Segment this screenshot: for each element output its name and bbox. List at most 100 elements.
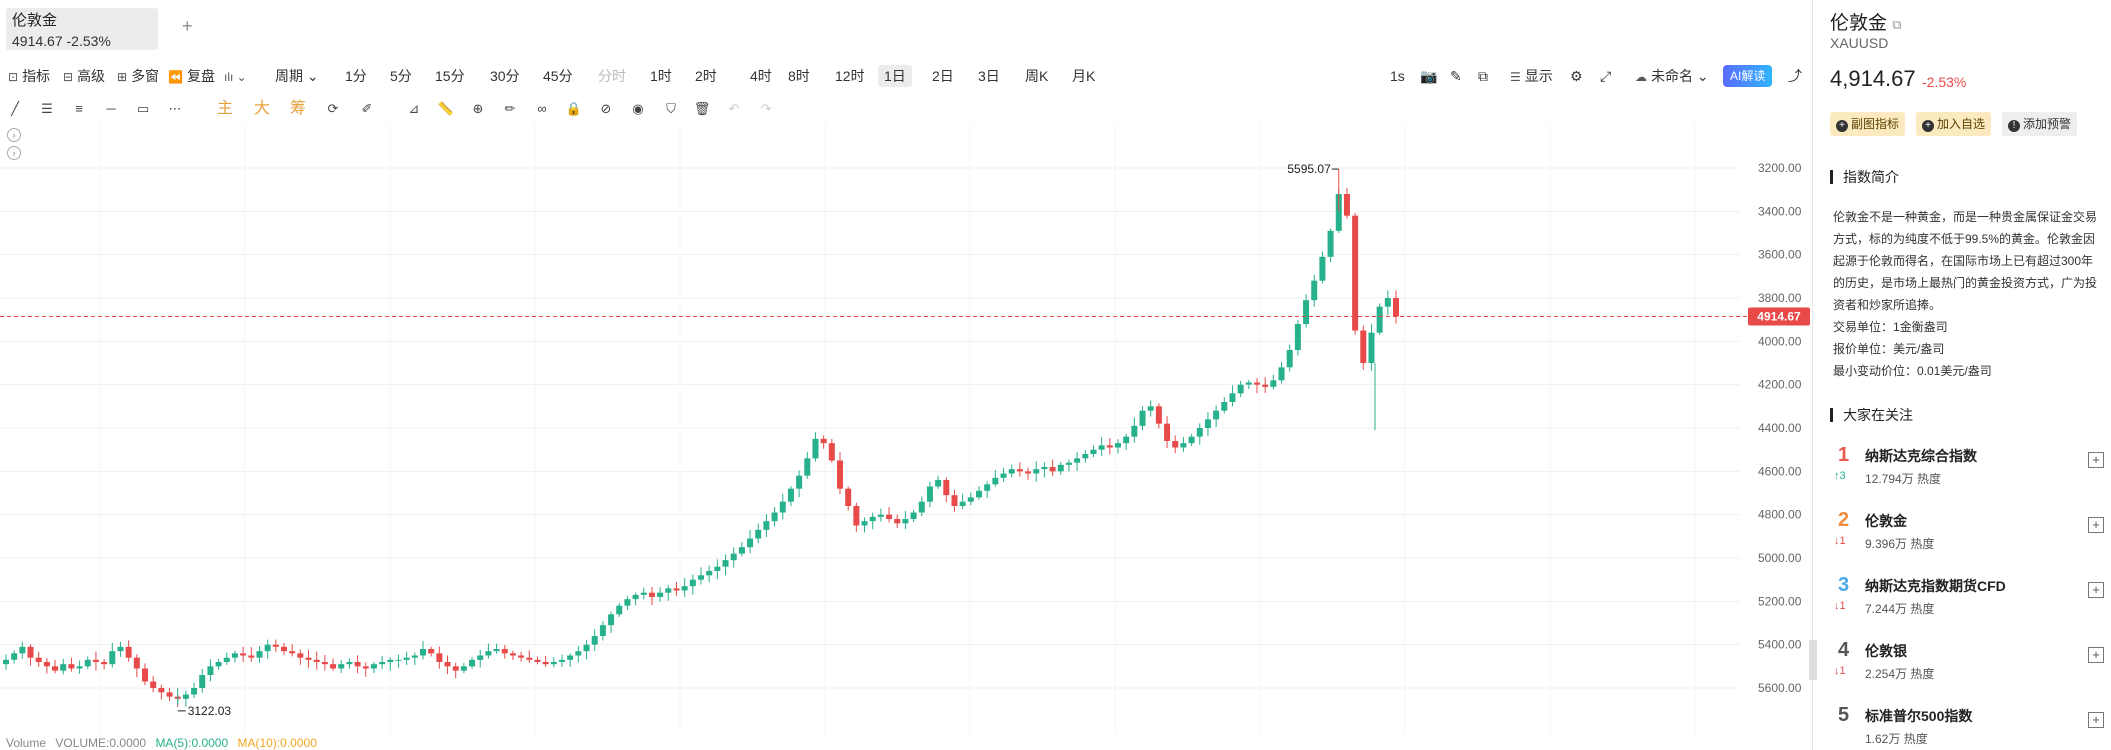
period-14[interactable]: 周K bbox=[1025, 68, 1049, 84]
chart-style-dropdown[interactable]: ılı ⌄ bbox=[224, 65, 251, 87]
price-axis-label: 3800.00 bbox=[1758, 291, 1802, 305]
chevron-down-icon: ⌄ bbox=[1693, 68, 1709, 84]
add-tab-button[interactable]: + bbox=[182, 16, 193, 36]
filter-icon[interactable]: ⛉ bbox=[666, 101, 676, 116]
lock-icon[interactable]: 🔒 bbox=[565, 101, 583, 116]
horizontal-line-icon[interactable]: ─ bbox=[106, 101, 116, 116]
add-watch-button[interactable]: + bbox=[2088, 647, 2104, 663]
advanced-icon: ⊟ bbox=[63, 70, 74, 84]
interval-label[interactable]: 1s bbox=[1390, 68, 1405, 84]
ai-analysis-button[interactable]: AI解读 bbox=[1723, 65, 1773, 87]
period-1[interactable]: 5分 bbox=[390, 68, 412, 84]
candle-body bbox=[469, 659, 476, 667]
rectangle-icon[interactable]: ▭ bbox=[136, 101, 150, 116]
candle-body bbox=[501, 649, 508, 654]
candle-body bbox=[256, 651, 263, 658]
add-watch-button[interactable]: + bbox=[2088, 517, 2104, 533]
period-9[interactable]: 8时 bbox=[788, 68, 810, 84]
price-chart[interactable]: 5600.00 5400.00 5200.00 5000.00 4800.00 4600.… bbox=[0, 124, 1813, 734]
period-10[interactable]: 12时 bbox=[835, 68, 865, 84]
watch-list-item[interactable]: 2 ↓1 伦敦金 9.396万 热度 + bbox=[1830, 505, 2106, 565]
fullscreen-icon[interactable]: ⤢ bbox=[1600, 68, 1612, 84]
expand-icon[interactable]: › bbox=[7, 146, 21, 160]
period-2[interactable]: 15分 bbox=[435, 68, 465, 84]
period-7[interactable]: 2时 bbox=[695, 68, 717, 84]
add-watch-button[interactable]: + bbox=[2088, 712, 2104, 728]
symbol-tab[interactable]: 伦敦金 4914.67 -2.53% bbox=[6, 8, 158, 50]
more-lines-icon[interactable]: ⋯ bbox=[168, 101, 182, 116]
watch-list-item[interactable]: 3 ↓1 纳斯达克指数期货CFD 7.244万 热度 + bbox=[1830, 570, 2106, 630]
candle-body bbox=[354, 662, 361, 667]
candle-body bbox=[231, 653, 238, 658]
price-axis-label: 5400.00 bbox=[1758, 638, 1802, 652]
display-button[interactable]: ☰ 显示 bbox=[1510, 65, 1553, 87]
brush-icon[interactable]: ✐ bbox=[361, 101, 373, 116]
period-8[interactable]: 4时 bbox=[750, 68, 772, 84]
add-watchlist-button[interactable]: + 加入自选 bbox=[1916, 112, 1992, 136]
add-watch-button[interactable]: + bbox=[2088, 582, 2104, 598]
magnet-icon[interactable]: ∞ bbox=[537, 101, 547, 116]
multi-window-button[interactable]: ⊞ 多窗 bbox=[117, 65, 159, 87]
period-12[interactable]: 2日 bbox=[932, 68, 954, 84]
period-4[interactable]: 45分 bbox=[543, 68, 573, 84]
parallel-lines-icon[interactable]: ☰ bbox=[41, 101, 53, 116]
candle-body bbox=[1311, 280, 1318, 301]
watch-list-item[interactable]: 5 标准普尔500指数 1.62万 热度 + bbox=[1830, 700, 2106, 750]
candle-body bbox=[1123, 436, 1130, 444]
add-alert-button[interactable]: ! 添加预警 bbox=[2002, 112, 2078, 136]
advanced-button[interactable]: ⊟ 高级 bbox=[63, 65, 105, 87]
add-watch-button[interactable]: + bbox=[2088, 452, 2104, 468]
settings-icon[interactable]: ⚙ bbox=[1570, 68, 1583, 84]
volume-legend: Volume VOLUME:0.0000 MA(5):0.0000 MA(10)… bbox=[6, 736, 323, 750]
period-3[interactable]: 30分 bbox=[490, 68, 520, 84]
measure-icon[interactable]: ⊿ bbox=[408, 101, 420, 116]
marker-icon[interactable]: ✏ bbox=[504, 101, 516, 116]
watch-list-item[interactable]: 4 ↓1 伦敦银 2.254万 热度 + bbox=[1830, 635, 2106, 695]
watch-list-item[interactable]: 1 ↑3 纳斯达克综合指数 12.794万 热度 + bbox=[1830, 440, 2106, 500]
copy-icon[interactable]: ⧉ bbox=[1892, 17, 1902, 32]
pen-icon[interactable]: ✎ bbox=[1450, 68, 1462, 84]
expand-icon[interactable]: › bbox=[7, 128, 21, 142]
high-price-label: 5595.07 bbox=[1287, 162, 1331, 176]
share-icon[interactable]: ⤴ bbox=[1788, 68, 1802, 84]
candle-body bbox=[240, 653, 247, 656]
period-dropdown[interactable]: 周期 ⌄ bbox=[275, 68, 319, 84]
eye-icon[interactable]: ◉ bbox=[632, 101, 644, 116]
layout-icon[interactable]: ⧉ bbox=[1478, 68, 1488, 84]
camera-icon[interactable]: 📷 bbox=[1420, 68, 1438, 84]
watch-title: 大家在关注 bbox=[1830, 408, 1913, 422]
zoom-icon[interactable]: ⊕ bbox=[472, 101, 484, 116]
chip-distribution-button[interactable]: 筹 bbox=[289, 100, 306, 117]
sub-indicator-button[interactable]: + 副图指标 bbox=[1830, 112, 1906, 136]
redo-icon[interactable]: ↷ bbox=[760, 101, 772, 116]
trendline-icon[interactable]: ╱ bbox=[11, 101, 19, 116]
rank-number: 4 bbox=[1838, 639, 1850, 661]
panel-resize-handle[interactable] bbox=[1809, 640, 1817, 680]
hide-icon[interactable]: ⊘ bbox=[600, 101, 612, 116]
channel-icon[interactable]: ≡ bbox=[75, 101, 83, 116]
period-6[interactable]: 1时 bbox=[650, 68, 672, 84]
period-15[interactable]: 月K bbox=[1072, 68, 1096, 84]
candle-body bbox=[910, 512, 917, 519]
candle-body bbox=[1221, 402, 1228, 411]
replay-button[interactable]: ⏪ 复盘 bbox=[168, 65, 215, 87]
period-0[interactable]: 1分 bbox=[345, 68, 367, 84]
period-13[interactable]: 3日 bbox=[978, 68, 1000, 84]
min-tick: 最小变动价位：0.01美元/盎司 bbox=[1833, 364, 1992, 378]
rank-name: 纳斯达克指数期货CFD bbox=[1865, 578, 2006, 594]
period-11[interactable]: 1日 bbox=[878, 65, 912, 87]
indicator-button[interactable]: ⊡ 指标 bbox=[8, 65, 50, 87]
candle-body bbox=[771, 512, 778, 522]
candle-body bbox=[509, 653, 516, 656]
ruler-icon[interactable]: 📏 bbox=[437, 101, 455, 116]
candle-body bbox=[1057, 464, 1064, 472]
undo-icon[interactable]: ↶ bbox=[728, 101, 740, 116]
cloud-save-button[interactable]: ☁ 未命名 ⌄ bbox=[1635, 65, 1709, 87]
rank-change: ↓1 bbox=[1834, 665, 1846, 677]
period-5[interactable]: 分时 bbox=[598, 68, 626, 84]
delete-icon[interactable]: 🗑 bbox=[693, 101, 711, 116]
candle-body bbox=[845, 488, 852, 506]
reset-icon[interactable]: ⟳ bbox=[327, 101, 339, 116]
big-order-button[interactable]: 大 bbox=[253, 100, 270, 117]
main-chart-button[interactable]: 主 bbox=[216, 100, 233, 117]
